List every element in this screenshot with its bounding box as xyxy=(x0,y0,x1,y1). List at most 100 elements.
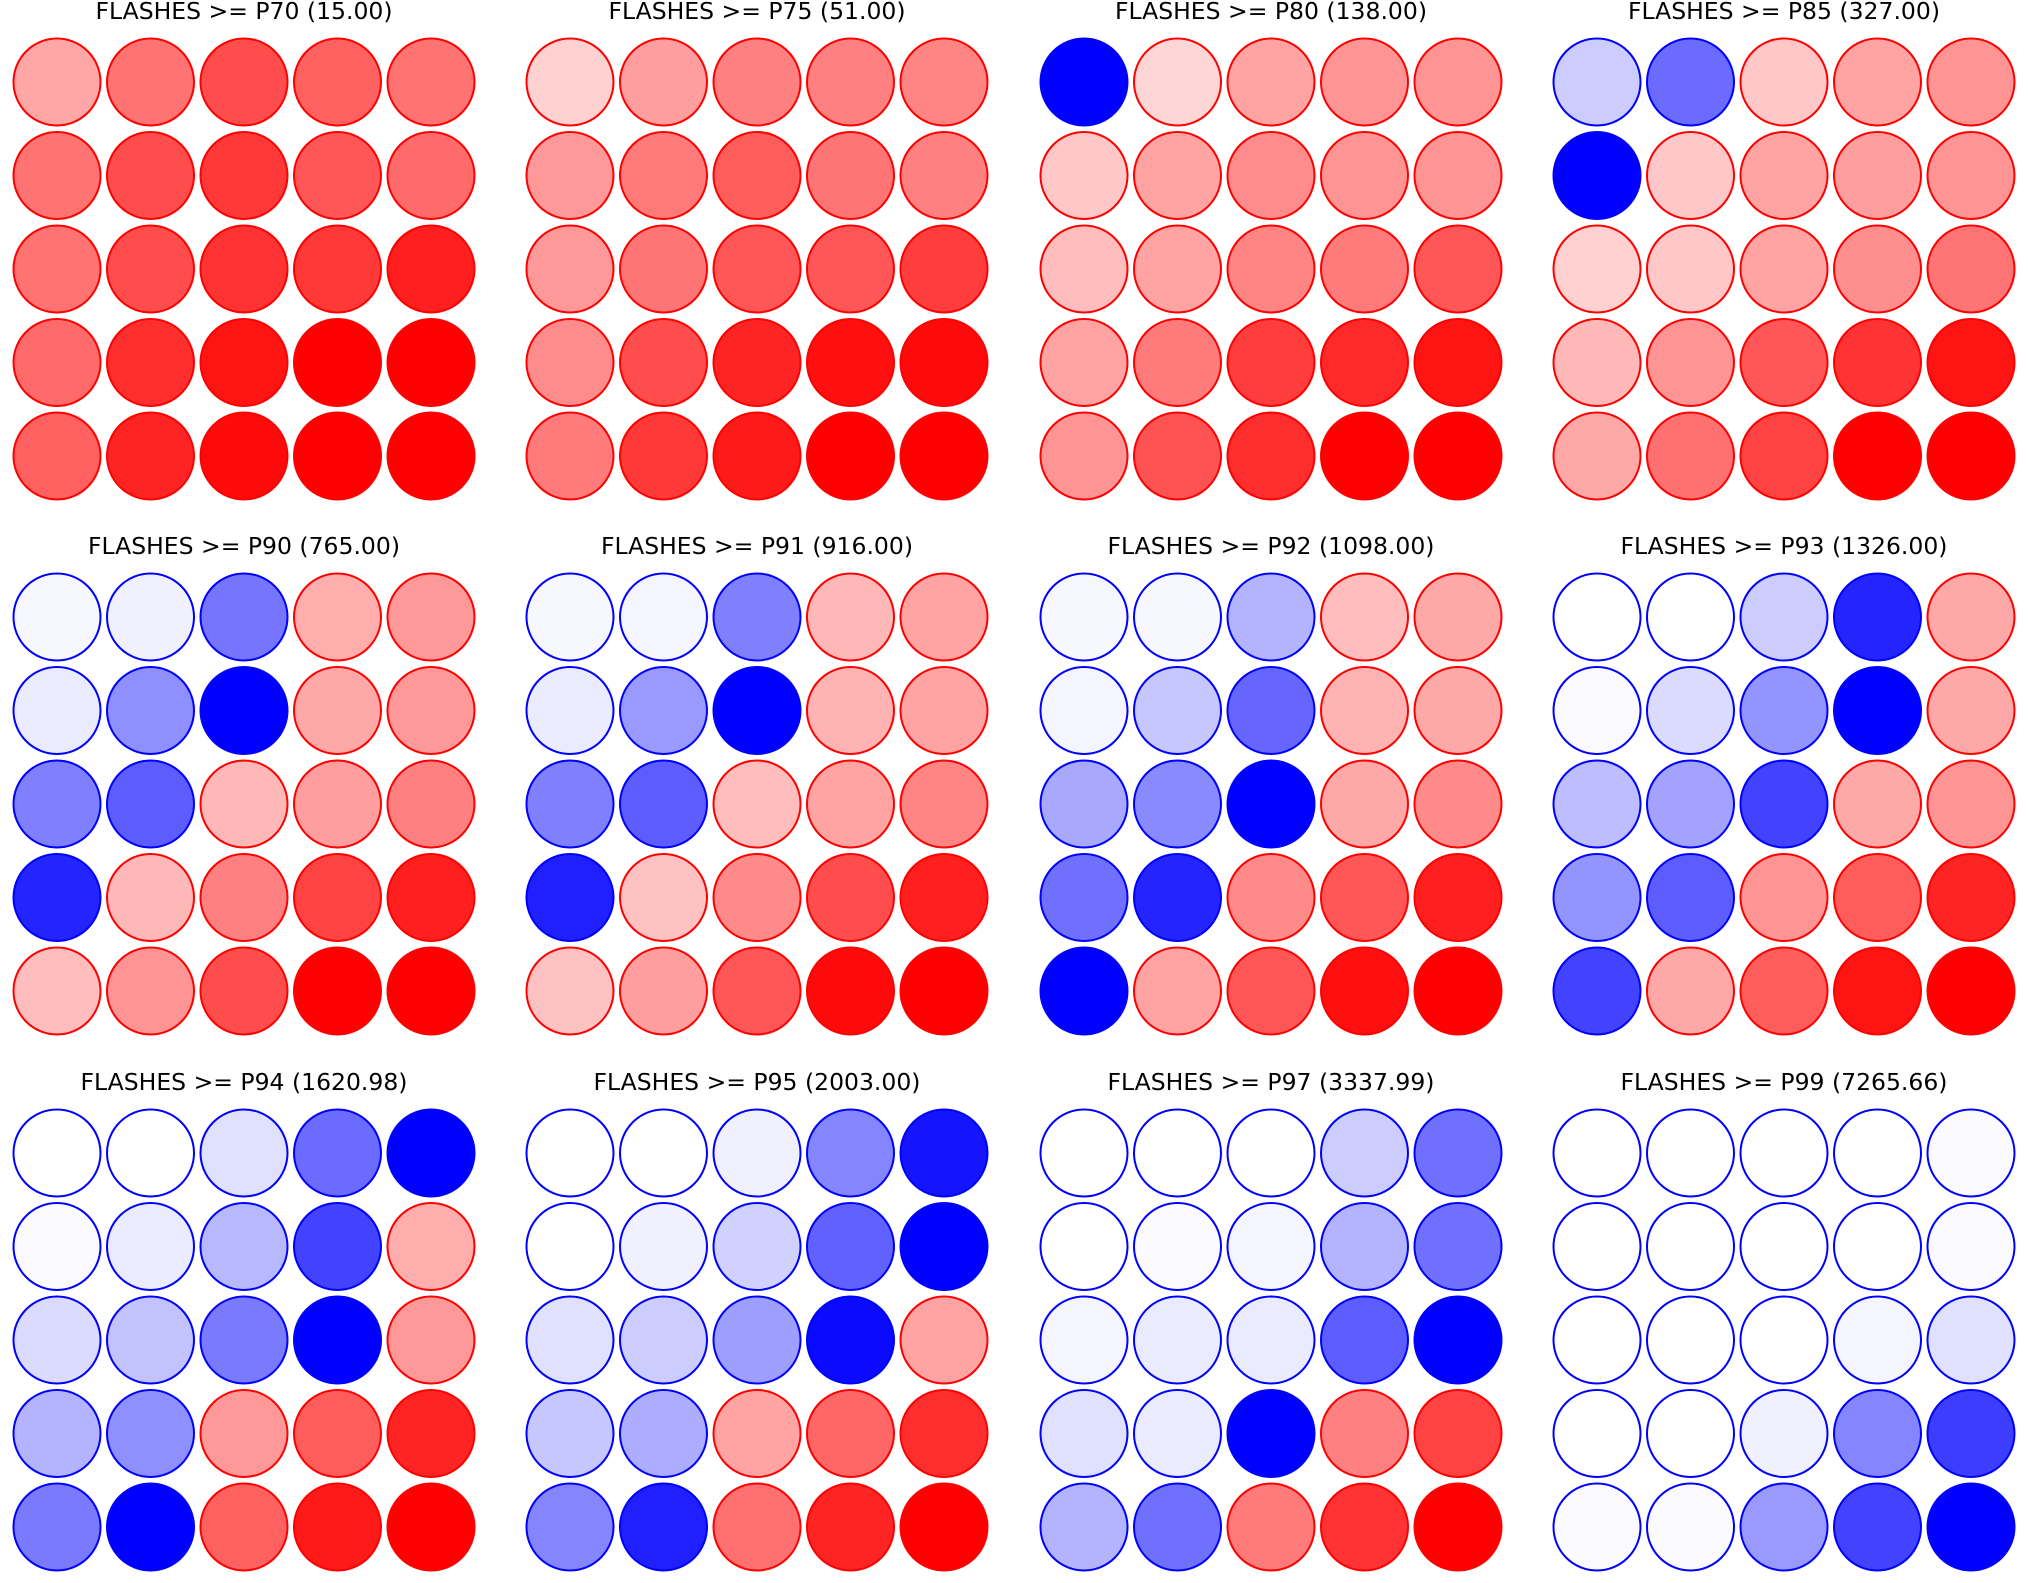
heatmap-circle xyxy=(199,411,289,501)
heatmap-circle xyxy=(1133,1389,1222,1478)
heatmap-circle xyxy=(712,853,802,942)
heatmap-circle xyxy=(1926,853,2016,942)
heatmap-circle xyxy=(1926,1108,2016,1198)
heatmap-circle xyxy=(1926,759,2016,849)
heatmap-circle xyxy=(106,759,195,849)
heatmap-circle xyxy=(386,131,476,220)
heatmap-circle xyxy=(712,1295,802,1385)
heatmap-circle xyxy=(106,411,195,501)
heatmap-circle xyxy=(806,946,895,1036)
heatmap-circle xyxy=(712,411,802,501)
heatmap-circle xyxy=(199,1389,289,1478)
heatmap-circle xyxy=(1833,1389,1922,1478)
heatmap-circle xyxy=(1226,946,1316,1036)
heatmap-circle xyxy=(899,666,989,755)
heatmap-circle xyxy=(1739,666,1829,755)
heatmap-circle xyxy=(1133,131,1222,220)
heatmap-circle xyxy=(1039,37,1129,127)
heatmap-circle xyxy=(1226,1482,1316,1572)
heatmap-circle xyxy=(199,1482,289,1572)
panel-1: FLASHES >= P70 (15.00) xyxy=(12,0,476,501)
heatmap-circle xyxy=(293,572,382,662)
heatmap-circle xyxy=(899,131,989,220)
heatmap-circle xyxy=(386,37,476,127)
heatmap-circle xyxy=(1739,759,1829,849)
heatmap-circle xyxy=(1833,411,1922,501)
heatmap-circle xyxy=(1039,666,1129,755)
heatmap-circle xyxy=(1739,1295,1829,1385)
heatmap-circle xyxy=(1739,37,1829,127)
heatmap-circle xyxy=(1226,666,1316,755)
heatmap-circle xyxy=(1320,946,1409,1036)
heatmap-circle xyxy=(12,1389,102,1478)
heatmap-circle xyxy=(619,1482,708,1572)
panel-title: FLASHES >= P75 (51.00) xyxy=(608,0,905,25)
heatmap-circle xyxy=(1413,224,1503,314)
heatmap-circle xyxy=(1133,224,1222,314)
heatmap-circle xyxy=(1926,224,2016,314)
heatmap-circle xyxy=(106,1389,195,1478)
heatmap-circle xyxy=(1833,853,1922,942)
heatmap-circle xyxy=(1739,224,1829,314)
heatmap-circle xyxy=(1413,1202,1503,1291)
heatmap-circle xyxy=(1413,1295,1503,1385)
heatmap-circle xyxy=(199,1202,289,1291)
panel-6: FLASHES >= P91 (916.00) xyxy=(525,532,989,1036)
heatmap-circle xyxy=(1133,1295,1222,1385)
heatmap-circle xyxy=(1926,37,2016,127)
heatmap-circle xyxy=(1226,131,1316,220)
heatmap-circle xyxy=(1926,1482,2016,1572)
heatmap-circle xyxy=(12,224,102,314)
heatmap-circle xyxy=(12,131,102,220)
heatmap-circle xyxy=(1833,318,1922,407)
heatmap-circle xyxy=(106,131,195,220)
heatmap-circle xyxy=(899,1482,989,1572)
panel-3: FLASHES >= P80 (138.00) xyxy=(1039,0,1503,501)
heatmap-circle xyxy=(1133,1202,1222,1291)
heatmap-circle xyxy=(619,37,708,127)
heatmap-circle xyxy=(293,224,382,314)
heatmap-circle xyxy=(293,1108,382,1198)
heatmap-circle xyxy=(899,759,989,849)
heatmap-circle xyxy=(106,1295,195,1385)
heatmap-circle xyxy=(12,853,102,942)
heatmap-circle xyxy=(1552,572,1642,662)
heatmap-circle xyxy=(106,1108,195,1198)
heatmap-circle xyxy=(199,224,289,314)
heatmap-circle xyxy=(1552,131,1642,220)
heatmap-circle xyxy=(386,318,476,407)
panel-title: FLASHES >= P70 (15.00) xyxy=(95,0,392,25)
heatmap-circle xyxy=(12,1108,102,1198)
heatmap-circle xyxy=(1833,666,1922,755)
heatmap-circle xyxy=(1646,131,1735,220)
heatmap-circle xyxy=(1226,318,1316,407)
heatmap-circle xyxy=(899,411,989,501)
panel-title: FLASHES >= P92 (1098.00) xyxy=(1108,532,1435,560)
heatmap-circle xyxy=(1226,853,1316,942)
heatmap-circle xyxy=(1039,572,1129,662)
heatmap-circle xyxy=(899,853,989,942)
heatmap-circle xyxy=(1320,318,1409,407)
heatmap-circle xyxy=(1133,318,1222,407)
heatmap-circle xyxy=(1413,1482,1503,1572)
heatmap-circle xyxy=(106,37,195,127)
heatmap-circle xyxy=(525,1108,615,1198)
heatmap-circle xyxy=(712,1389,802,1478)
heatmap-circle xyxy=(1320,759,1409,849)
heatmap-circle xyxy=(806,853,895,942)
heatmap-circle xyxy=(619,759,708,849)
heatmap-circle xyxy=(386,1108,476,1198)
heatmap-circle xyxy=(1320,572,1409,662)
heatmap-circle xyxy=(386,411,476,501)
heatmap-circle xyxy=(619,1202,708,1291)
heatmap-circle xyxy=(806,131,895,220)
heatmap-circle xyxy=(1552,37,1642,127)
heatmap-circle xyxy=(386,759,476,849)
heatmap-circle xyxy=(1133,759,1222,849)
heatmap-circle xyxy=(1739,1108,1829,1198)
heatmap-circle xyxy=(199,572,289,662)
heatmap-circle xyxy=(1039,1108,1129,1198)
heatmap-circle xyxy=(806,224,895,314)
heatmap-circle xyxy=(1833,759,1922,849)
